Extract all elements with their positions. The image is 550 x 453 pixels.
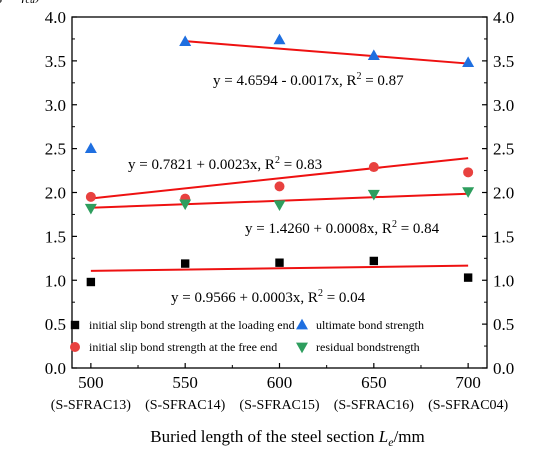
- fit-equation-label: y = 4.6594 - 0.0017x, R2 = 0.87: [213, 71, 404, 89]
- legend-item: initial slip bond strength at the loadin…: [70, 318, 295, 332]
- legend-marker: [296, 342, 308, 354]
- fit-line: [90, 264, 469, 272]
- y-tick-label-left: 2.0: [45, 184, 66, 203]
- data-point: [180, 259, 190, 268]
- legend-item: ultimate bond strength: [296, 318, 424, 332]
- data-point: [367, 49, 380, 61]
- data-point: [462, 56, 475, 68]
- y-tick-label-left: 3.0: [45, 96, 66, 115]
- y-tick-label-left: 4.0: [45, 8, 66, 27]
- y-tick-label-right: 3.0: [493, 96, 514, 115]
- fit-equation-label: y = 0.9566 + 0.0003x, R2 = 0.04: [171, 288, 366, 306]
- x-category-label: (S-SFRAC14): [145, 398, 225, 413]
- fit-equation-label: y = 1.4260 + 0.0008x, R2 = 0.84: [245, 219, 440, 237]
- data-point: [85, 191, 96, 202]
- x-axis-title: Buried length of the steel section Le/mm: [150, 427, 424, 449]
- legend-marker: [296, 318, 308, 330]
- data-point: [84, 203, 97, 215]
- data-point: [179, 35, 192, 46]
- y-tick-label-left: 2.5: [45, 140, 66, 159]
- x-category-label: (S-SFRAC16): [334, 398, 414, 413]
- data-point: [273, 33, 286, 45]
- data-point: [179, 199, 192, 211]
- legend-item: residual bondstrength: [296, 340, 420, 354]
- y-tick-label-right: 1.5: [493, 227, 514, 246]
- y-tick-label-right: 2.0: [493, 184, 514, 203]
- data-point: [463, 167, 474, 178]
- x-category-label: (S-SFRAC04): [428, 398, 508, 413]
- fit-line: [90, 157, 469, 200]
- legend-label: residual bondstrength: [316, 340, 420, 354]
- data-point: [275, 258, 284, 267]
- y-tick-label-right: 4.0: [493, 8, 514, 27]
- fit-equation-label: y = 0.7821 + 0.0023x, R2 = 0.83: [128, 155, 322, 173]
- legend-label: initial slip bond strength at the loadin…: [89, 318, 295, 332]
- data-point: [369, 256, 379, 266]
- legend-marker: [70, 342, 80, 352]
- x-tick-label: 650: [361, 373, 387, 392]
- x-tick-label: 600: [267, 373, 293, 392]
- legend-label: ultimate bond strength: [316, 318, 424, 332]
- data-point: [463, 273, 473, 282]
- y-tick-label-right: 0.0: [493, 359, 514, 378]
- data-point: [273, 200, 286, 211]
- y-tick-label-right: 3.5: [493, 52, 514, 71]
- plot-frame: [71, 16, 488, 369]
- fit-line: [185, 40, 469, 65]
- legend-item: initial slip bond strength at the free e…: [70, 340, 277, 354]
- y-axis-title: (bond strengthτ/fcu)×100: [0, 0, 69, 6]
- y-tick-label-left: 0.5: [45, 315, 66, 334]
- y-tick-label-right: 2.5: [493, 140, 514, 159]
- y-tick-label-left: 1.0: [45, 271, 66, 290]
- legend-label: initial slip bond strength at the free e…: [89, 340, 277, 354]
- data-point: [86, 277, 96, 287]
- y-tick-label-left: 3.5: [45, 52, 66, 71]
- y-tick-label-right: 1.0: [493, 271, 514, 290]
- x-tick-label: 550: [172, 373, 198, 392]
- data-point: [274, 181, 285, 192]
- legend-marker: [70, 320, 80, 330]
- data-point: [368, 162, 379, 173]
- y-tick-label-right: 0.5: [493, 315, 514, 334]
- y-tick-label-left: 1.5: [45, 227, 66, 246]
- y-tick-label-left: 0.0: [45, 359, 66, 378]
- x-category-label: (S-SFRAC15): [239, 398, 319, 413]
- x-tick-label: 700: [455, 373, 481, 392]
- x-category-label: (S-SFRAC13): [51, 398, 131, 413]
- data-point: [84, 142, 97, 154]
- data-point: [462, 187, 475, 198]
- x-tick-label: 500: [78, 373, 104, 392]
- data-point: [367, 189, 380, 201]
